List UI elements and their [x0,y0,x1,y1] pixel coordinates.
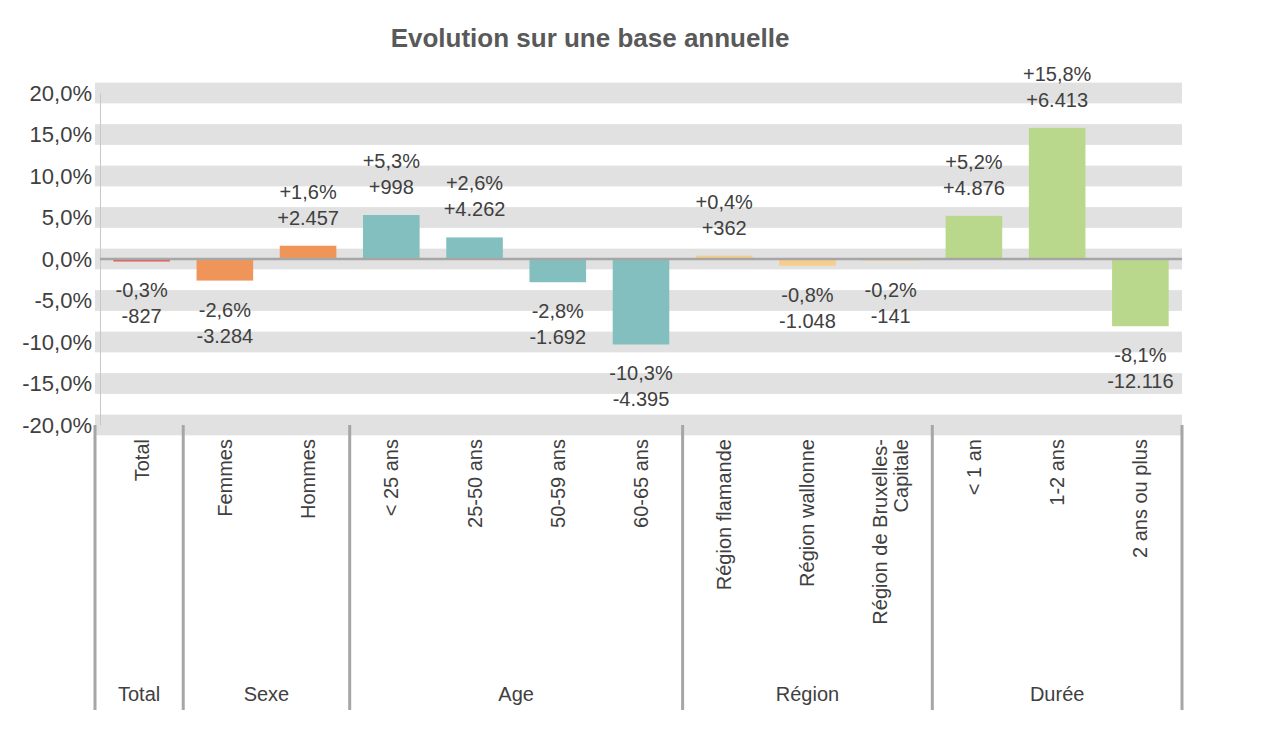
x-tick-label: < 25 ans [380,439,402,516]
x-tick-label: 60-65 ans [630,439,652,528]
count-label: -1.692 [529,326,586,348]
y-tick-label: 5,0% [42,205,92,230]
grid-band [95,124,1182,145]
data-label: +5,3% [363,150,420,172]
y-tick-label: 0,0% [42,247,92,272]
y-tick: 10,0% [30,164,100,189]
group-label: Total [118,683,160,705]
x-tick-label: < 1 an [963,439,985,495]
y-tick: -5,0% [35,288,100,313]
bar [446,237,503,259]
y-tick-label: 15,0% [30,122,92,147]
y-tick: 5,0% [42,205,100,230]
count-label: +4.876 [943,177,1005,199]
x-tick-label: Région de Bruxelles-Capitale [869,439,912,625]
count-label: -827 [122,305,162,327]
bar [529,259,586,282]
y-tick: -15,0% [22,371,100,396]
groups: Total Sexe Age Région Durée [95,425,1182,710]
x-tick-label: 2 ans ou plus [1129,439,1151,558]
y-tick-label: -5,0% [35,288,92,313]
group-separator [1181,425,1184,710]
group-separator [681,425,684,710]
data-labels: -0,3% -827 -2,6% -3.284 +1,6% +2.457 +5,3% +998… [115,63,1173,411]
y-tick: 0,0% [42,247,100,272]
group-separator [348,425,351,710]
group-separator [931,425,934,710]
x-tick-label: Région wallonne [796,439,818,587]
count-label: -3.284 [196,325,253,347]
x-tick-label: Hommes [297,439,319,519]
bars [113,128,1168,345]
zero-line [100,258,1182,261]
data-label: +0,4% [696,191,753,213]
y-tick-label: -15,0% [22,371,92,396]
grid-band [95,207,1182,228]
grid-band [95,415,1182,436]
bar [613,259,670,344]
y-tick-label: -10,0% [22,330,92,355]
y-tick: -20,0% [22,413,100,438]
chart: Evolution sur une base annuelle -20,0% -15… [0,0,1281,737]
group-label: Sexe [244,683,290,705]
grid-band [95,83,1182,104]
data-label: -2,8% [532,300,584,322]
count-label: -4.395 [613,388,670,410]
bar [1029,128,1086,259]
data-label: +2,6% [446,172,503,194]
x-tick-label: Femmes [214,439,236,517]
bar [280,246,337,259]
count-label: +998 [369,176,414,198]
y-tick-label: 20,0% [30,81,92,106]
count-label: +6.413 [1026,89,1088,111]
group-label: Région [776,683,839,705]
count-label: +362 [702,217,747,239]
bar [363,215,420,259]
y-tick: 15,0% [30,122,100,147]
data-label: -10,3% [609,362,673,384]
x-tick-label: Total [131,439,153,481]
group-separator [94,425,97,710]
x-tick-label: Région flamande [713,439,735,590]
grid [95,83,1182,436]
x-tick-label: 1-2 ans [1046,439,1068,506]
y-axis: -20,0% -15,0% -10,0% -5,0% 0,0% 5,0% 10,0% 15,0… [22,81,100,438]
data-label: -0,2% [865,279,917,301]
y-tick-label: 10,0% [30,164,92,189]
y-tick: 20,0% [30,81,100,106]
data-label: +15,8% [1023,63,1092,85]
y-tick-label: -20,0% [22,413,92,438]
count-label: +4.262 [444,198,506,220]
bar [197,259,254,281]
count-label: -1.048 [779,310,836,332]
bar [1112,259,1169,326]
data-label: -0,3% [115,279,167,301]
x-tick-label: 50-59 ans [547,439,569,528]
group-label: Age [498,683,534,705]
x-tick-label: 25-50 ans [464,439,486,528]
title: Evolution sur une base annuelle [391,23,790,53]
group-separator [182,425,185,710]
count-label: +2.457 [277,207,339,229]
y-tick: -10,0% [22,330,100,355]
data-label: +5,2% [945,151,1002,173]
data-label: -0,8% [781,284,833,306]
bar [946,216,1003,259]
grid-band [95,166,1182,187]
data-label: -2,6% [199,299,251,321]
x-axis: Total Femmes Hommes < 25 ans 25-50 ans 50-59 … [131,439,1152,625]
data-label: +1,6% [279,181,336,203]
x-tick-label-line: Capitale [890,439,912,512]
group-label: Durée [1030,683,1084,705]
data-label: -8,1% [1114,344,1166,366]
count-label: -141 [871,305,911,327]
x-tick-label-line: Région de Bruxelles- [869,439,891,625]
count-label: -12.116 [1107,370,1173,392]
